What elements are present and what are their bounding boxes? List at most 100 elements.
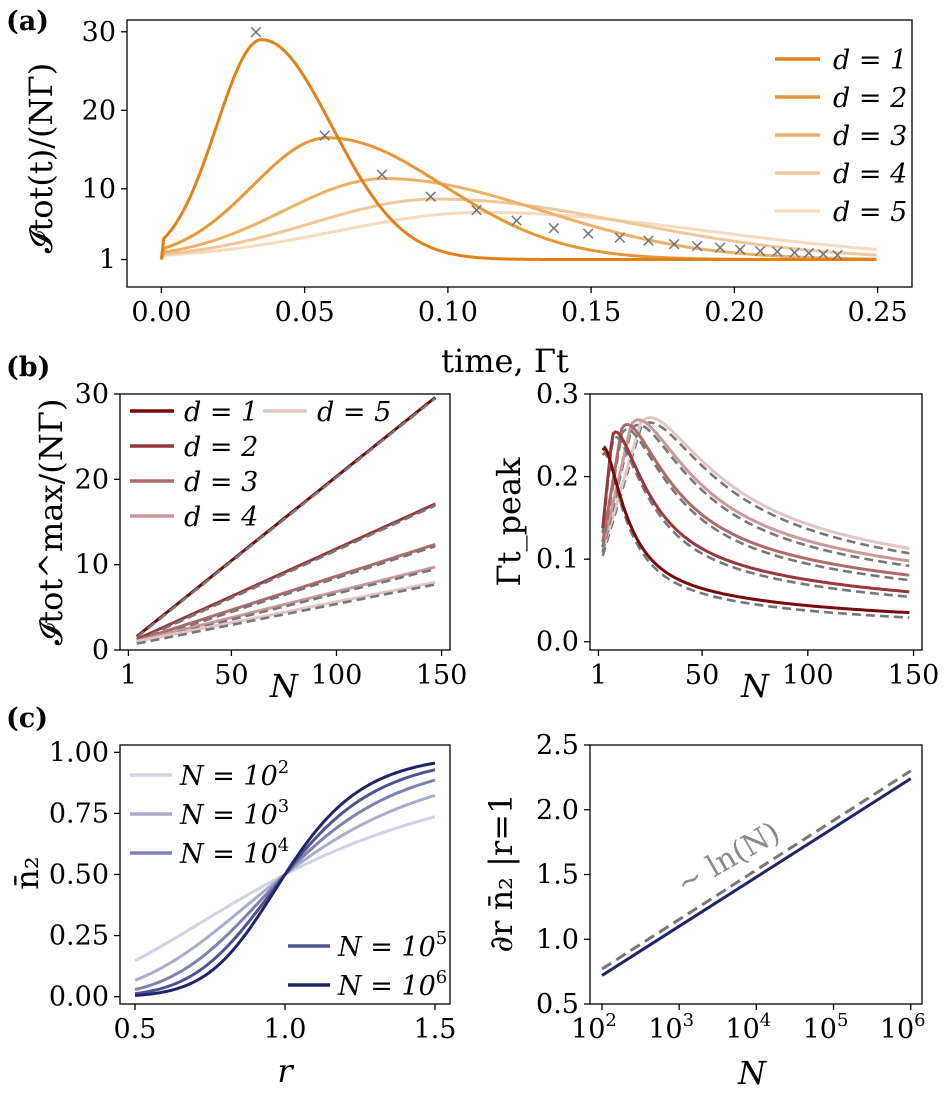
panel-c-right-xtick-label: 103 — [648, 1010, 694, 1045]
panel-b-left-xtick-label: 50 — [214, 660, 248, 691]
panel-a-xtick-label: 0.00 — [131, 297, 191, 328]
peak-marker: × — [815, 243, 831, 265]
panel-b-left-ytick-label: 30 — [75, 379, 109, 410]
peak-marker: × — [769, 241, 785, 263]
panel-b-right-xtick-label: 50 — [685, 660, 719, 691]
panel-c-right-frame — [589, 744, 923, 1005]
panel-c-right-ytick-label: 2.5 — [536, 730, 579, 761]
panel-b-left-xtick-label: 1 — [120, 660, 137, 691]
peak-marker: × — [689, 235, 705, 257]
peak-marker: × — [787, 241, 803, 263]
panel-a-xlabel: time, Γt — [441, 342, 569, 380]
peak-marker: × — [612, 227, 628, 249]
panel-a-ytick-label: 1 — [99, 245, 116, 276]
panel-b-left-frame — [119, 393, 451, 651]
peak-marker: × — [546, 217, 562, 239]
peak-marker: × — [374, 164, 390, 186]
legend-label-d3: d = 3 — [833, 121, 907, 152]
panel-c-right-ylabel: ∂r n̄₂ |r=1 — [482, 794, 520, 953]
panel-c-right-xtick-label: 106 — [880, 1010, 926, 1045]
peak-marker: × — [801, 242, 817, 264]
legend-label-n6: N = 106 — [337, 967, 447, 1002]
legend-label-n4: N = 104 — [179, 835, 289, 870]
peak-marker: × — [666, 233, 682, 255]
panel-b-right-frame — [589, 393, 923, 651]
panel-b-right-ytick-label: 0.1 — [536, 544, 579, 575]
ln-n-dashed-line — [601, 769, 912, 971]
panel-c-left-ytick-label: 0.25 — [49, 921, 109, 952]
peak-marker: × — [509, 209, 525, 231]
panel-a-xtick-label: 0.20 — [704, 297, 764, 328]
panel-b-right-ytick-label: 0.0 — [536, 627, 579, 658]
peak-marker: × — [580, 223, 596, 245]
panel-c-left-ytick-label: 1.00 — [49, 737, 109, 768]
legend-label-d4: d = 4 — [184, 502, 258, 533]
series-line-d4 — [601, 418, 910, 563]
panel-b-right-ylabel: Γt_peak — [490, 457, 528, 587]
legend-label-n2: N = 102 — [179, 757, 289, 792]
panel-a-ytick-label: 10 — [82, 174, 116, 205]
series-line-d5 — [160, 210, 877, 261]
panel-a-ytick-label: 20 — [82, 95, 116, 126]
series-line-d5 — [601, 416, 910, 552]
series-line-d2 — [601, 430, 910, 594]
legend-label-d1: d = 1 — [184, 397, 258, 428]
legend-label-d2: d = 2 — [184, 432, 258, 463]
series-line-d1 — [601, 445, 910, 615]
panel-b-left-xtick-label: 100 — [311, 660, 363, 691]
legend-label-d3: d = 3 — [184, 467, 258, 498]
panel-c-right-ytick-label: 2.0 — [536, 795, 579, 826]
panel-b-right-xtick-label: 1 — [590, 660, 607, 691]
panel-a-chart: ××××× × × × × × × × × × × × ××××0.00 0.05 0.10 0.15 0.20… — [82, 17, 913, 328]
panel-label-a: (a) — [6, 6, 49, 37]
panel-a-xtick-label: 0.15 — [561, 297, 621, 328]
legend-label-n3: N = 103 — [179, 796, 289, 831]
panel-c-left-xtick-label: 1.0 — [264, 1014, 307, 1045]
panel-b-left-xtick-label: 150 — [416, 660, 468, 691]
panel-b-left-ylabel: 𝓘tot^max/(NΓ) — [32, 399, 70, 646]
legend-label-d1: d = 1 — [833, 45, 907, 76]
peak-marker: × — [752, 240, 768, 262]
panel-a-ylabel: 𝓘tot(t)/(NΓ) — [22, 63, 60, 253]
peak-marker: × — [469, 199, 485, 221]
panel-c-left-xtick-label: 0.5 — [114, 1014, 157, 1045]
panel-b-right-xtick-label: 100 — [782, 660, 834, 691]
panel-b-left-ytick-label: 20 — [75, 464, 109, 495]
series-line-d4 — [136, 565, 436, 643]
fit-dashed-d5 — [136, 583, 436, 645]
panel-b-right-xtick-label: 150 — [888, 660, 940, 691]
panel-label-c: (c) — [6, 703, 48, 734]
panel-c-right-ytick-label: 0.5 — [536, 989, 579, 1020]
series-line-d1 — [159, 38, 877, 262]
panel-c-left-ylabel: n̄₂ — [8, 856, 46, 889]
legend-label-d4: d = 4 — [833, 159, 907, 190]
panel-label-b: (b) — [6, 352, 50, 383]
panel-a-xtick-label: 0.05 — [275, 297, 335, 328]
panel-c-left-xlabel: r — [277, 1052, 294, 1090]
panel-a-frame — [126, 19, 913, 288]
panel-c-left-xtick-label: 1.5 — [414, 1014, 457, 1045]
peak-marker: × — [248, 21, 264, 43]
series-line-d5 — [136, 580, 436, 643]
legend-label-n5: N = 105 — [337, 928, 447, 963]
fit-dashed-d1 — [136, 397, 437, 639]
series-line-d3 — [136, 542, 436, 642]
panel-a-xtick-label: 0.25 — [848, 297, 908, 328]
panel-b-left-ytick-label: 10 — [75, 550, 109, 581]
panel-c-left-chart: 0.5 1.0 1.5 0.00 0.25 0.50 0.75 1.00 N = 102 N = … — [49, 737, 457, 1045]
panel-b-right-xlabel: N — [740, 667, 770, 705]
fit-dashed-d5 — [601, 421, 910, 557]
panel-c-right-xlabel: N — [737, 1054, 767, 1092]
panel-c-left-ytick-label: 0.50 — [49, 860, 109, 891]
panel-c-right-xtick-label: 105 — [803, 1010, 849, 1045]
panel-c-right-ytick-label: 1.0 — [536, 924, 579, 955]
peak-marker: × — [732, 238, 748, 260]
fit-dashed-d4 — [136, 567, 436, 645]
ln-n-annotation: ∼ ln(N) — [671, 815, 787, 902]
fit-dashed-d2 — [601, 435, 910, 599]
panel-b-right-ytick-label: 0.2 — [536, 462, 579, 493]
panel-c-right-xtick-label: 104 — [725, 1010, 771, 1045]
